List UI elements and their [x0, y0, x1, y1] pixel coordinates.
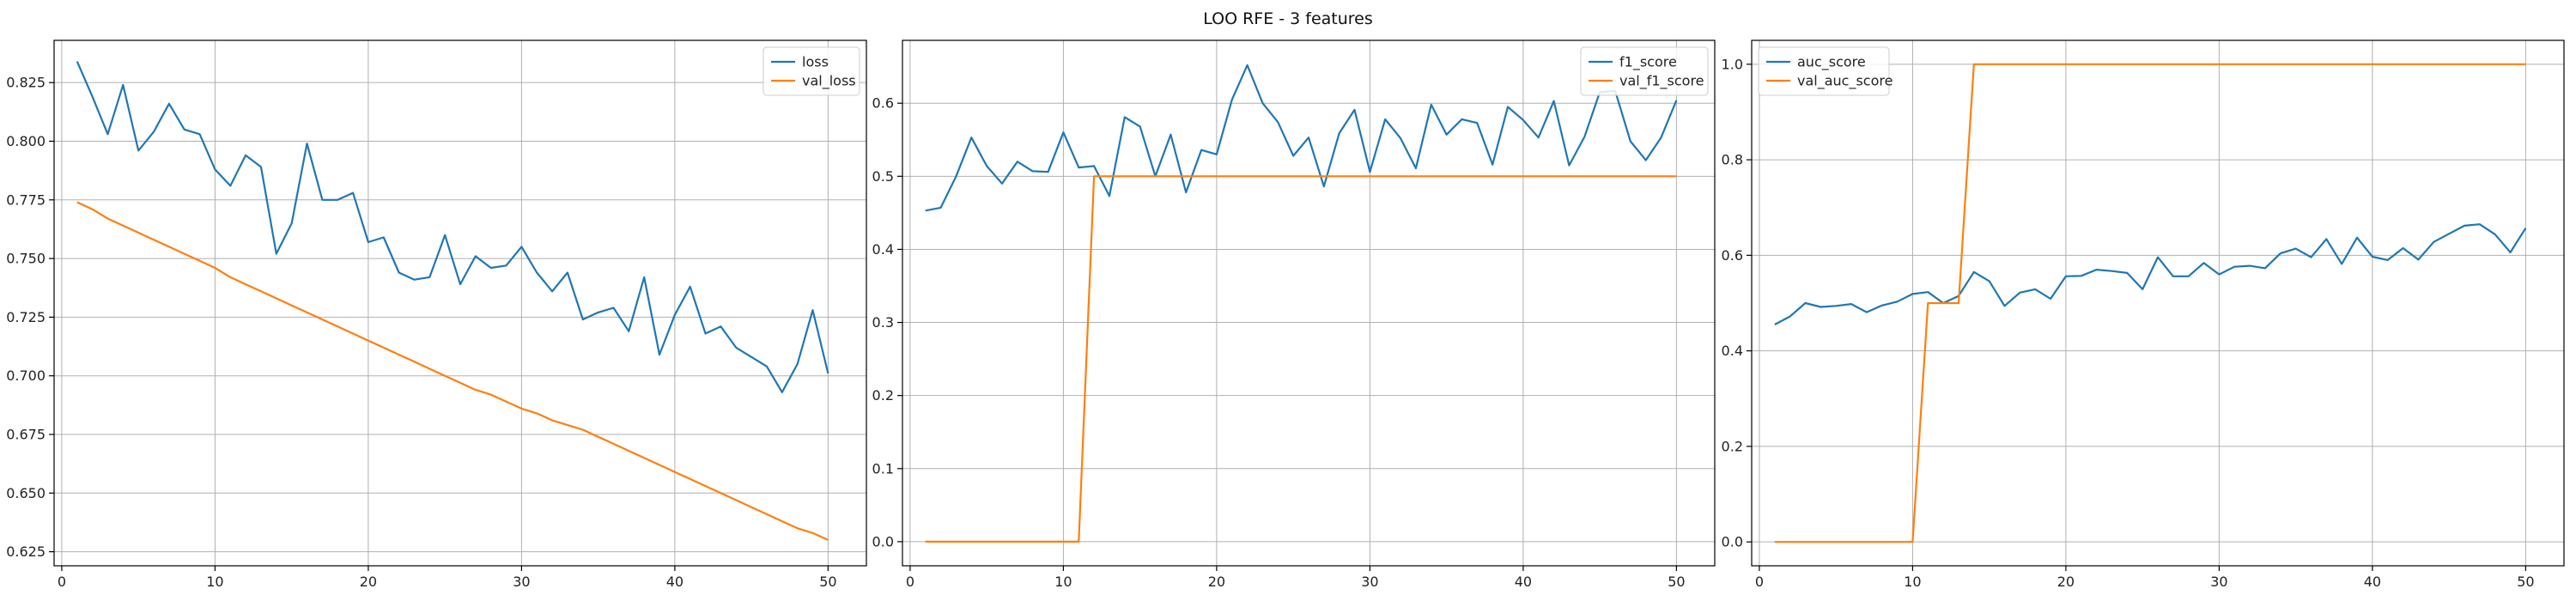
x-tick-label: 50	[2517, 574, 2534, 590]
y-tick-label: 0.4	[1722, 343, 1743, 359]
legend-label: f1_score	[1619, 54, 1677, 71]
axes-frame	[53, 39, 867, 567]
chart-panel-3: 0 10 20 30 40 50 0.0 0.2 0.4 0.6 0.8 1.0 auc_scoreva…	[1722, 39, 2565, 590]
y-tick-label: 0.2	[872, 387, 894, 404]
x-tick-label: 40	[666, 574, 683, 590]
legend-label: auc_score	[1797, 54, 1866, 71]
legend-label: val_loss	[802, 73, 856, 90]
y-tick-label: 0.6	[1722, 247, 1743, 264]
y-tick-label: 0.8	[1722, 152, 1743, 168]
figure-title: LOO RFE - 3 features	[1203, 9, 1373, 28]
y-tick-label: 0.1	[872, 460, 894, 477]
legend-label: val_f1_score	[1619, 73, 1704, 90]
x-tick-label: 30	[2210, 574, 2227, 590]
x-tick-label: 40	[2364, 574, 2381, 590]
x-tick-label: 30	[513, 574, 530, 590]
series-line-val-f1-score	[925, 175, 1677, 543]
x-tick-label: 20	[2057, 574, 2075, 590]
y-tick-label: 0.800	[6, 133, 46, 149]
legend: f1_score val_f1_score	[1580, 46, 1709, 96]
y-tick-label: 0.700	[6, 367, 46, 384]
y-tick-label: 0.625	[6, 543, 46, 560]
x-tick-label: 10	[206, 574, 223, 590]
axes-frame	[1751, 39, 2565, 567]
legend-label: val_auc_score	[1797, 73, 1893, 90]
y-tick-label: 0.750	[6, 251, 46, 267]
x-tick-label: 40	[1515, 574, 1532, 590]
x-tick-label: 10	[1904, 574, 1921, 590]
y-tick-label: 1.0	[1722, 56, 1743, 72]
legend: auc_score val_auc_score	[1758, 46, 1893, 96]
y-tick-label: 0.0	[1722, 534, 1743, 550]
axes-frame	[902, 39, 1716, 567]
x-tick-label: 0	[1755, 574, 1764, 590]
series-line-f1-score	[925, 64, 1678, 212]
y-tick-label: 0.825	[6, 75, 46, 91]
x-tick-label: 50	[1668, 574, 1685, 590]
x-tick-label: 0	[906, 574, 914, 590]
legend: loss val_loss	[762, 46, 860, 96]
y-tick-label: 0.3	[872, 314, 894, 331]
y-tick-label: 0.4	[872, 241, 894, 258]
y-tick-label: 0.5	[872, 168, 894, 185]
chart-panels: 0 10 20 30 40 500.6250.6500.6750.7000.7250.75…	[6, 39, 2565, 590]
x-tick-label: 50	[819, 574, 836, 590]
y-tick-label: 0.2	[1722, 438, 1743, 454]
series-line-val-auc-score	[1774, 63, 2526, 543]
x-tick-label: 10	[1054, 574, 1072, 590]
x-tick-label: 20	[360, 574, 377, 590]
series-line-loss	[76, 61, 829, 393]
legend-box	[762, 46, 860, 96]
y-tick-label: 0.675	[6, 427, 46, 443]
legend-box	[1758, 46, 1890, 96]
x-tick-label: 30	[1361, 574, 1378, 590]
series-line-val-loss	[76, 201, 829, 541]
series-line-auc-score	[1774, 223, 2527, 325]
y-tick-label: 0.775	[6, 191, 46, 208]
chart-panel-2: 0 10 20 30 40 50 0.0 0.1 0.2 0.3 0.4 0.5 0.6 f1_score…	[872, 39, 1716, 590]
y-tick-label: 0.0	[872, 533, 894, 549]
x-tick-label: 20	[1208, 574, 1225, 590]
x-tick-label: 0	[58, 574, 66, 590]
y-tick-label: 0.650	[6, 485, 46, 501]
legend-label: loss	[802, 54, 829, 70]
y-tick-label: 0.6	[872, 95, 894, 112]
chart-panel-1: 0 10 20 30 40 50 0.625 0.650 0.675 0.700 0.725 0.75…	[6, 39, 867, 590]
y-tick-label: 0.725	[6, 309, 46, 325]
legend-box	[1580, 46, 1709, 96]
